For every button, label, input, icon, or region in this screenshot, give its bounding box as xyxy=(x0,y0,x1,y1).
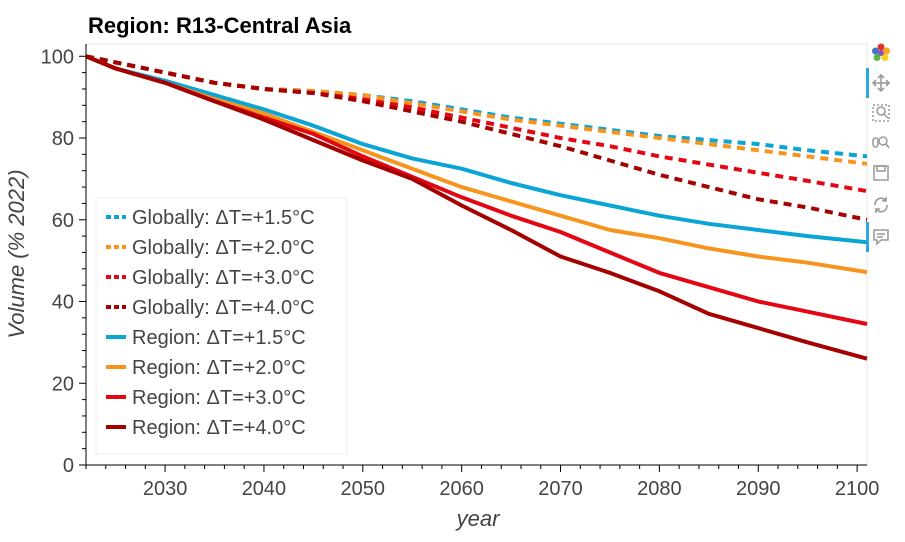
legend-label-7: Region: ΔT=+3.0°C xyxy=(132,387,306,409)
save-icon[interactable] xyxy=(870,162,892,184)
x-tick-label: 2050 xyxy=(341,478,386,500)
box-zoom-icon[interactable] xyxy=(870,102,892,124)
series-line-4 xyxy=(85,54,868,222)
y-axis-label: Volume (% 2022) xyxy=(4,169,29,338)
x-tick-label: 2040 xyxy=(242,478,287,500)
legend: Globally: ΔT=+1.5°C Globally: ΔT=+2.0°C Gl… xyxy=(95,197,348,455)
pan-active-indicator xyxy=(866,68,869,98)
series-line-8 xyxy=(85,54,868,361)
y-tick-label: 60 xyxy=(52,210,74,232)
x-axis-label: year xyxy=(455,506,501,531)
legend-label-2: Globally: ΔT=+2.0°C xyxy=(132,237,315,259)
y-tick-label: 40 xyxy=(52,292,74,314)
series-line-5 xyxy=(85,54,868,245)
legend-label-3: Globally: ΔT=+3.0°C xyxy=(132,267,315,289)
series-layer xyxy=(85,54,868,361)
x-tick-label: 2100 xyxy=(835,478,880,500)
series-line-1 xyxy=(85,54,868,159)
hover-icon[interactable] xyxy=(870,226,892,248)
y-tick-label: 0 xyxy=(63,455,74,477)
x-tick-label: 2080 xyxy=(637,478,682,500)
x-tick-label: 2030 xyxy=(143,478,188,500)
x-tick-label: 2070 xyxy=(538,478,583,500)
legend-label-5: Region: ΔT=+1.5°C xyxy=(132,327,306,349)
axes-layer: 2030 2040 2050 2060 2070 2080 2090 210002040608… xyxy=(41,44,880,500)
legend-label-4: Globally: ΔT=+4.0°C xyxy=(132,297,315,319)
legend-label-1: Globally: ΔT=+1.5°C xyxy=(132,207,315,229)
y-tick-label: 80 xyxy=(52,128,74,150)
wheel-zoom-icon[interactable] xyxy=(870,132,892,154)
x-tick-label: 2090 xyxy=(736,478,781,500)
reset-icon[interactable] xyxy=(870,194,892,216)
hover-active-indicator xyxy=(866,222,869,252)
y-tick-label: 20 xyxy=(52,373,74,395)
pan-icon[interactable] xyxy=(870,72,892,94)
bokeh-logo-icon[interactable] xyxy=(870,42,892,64)
chart-title: Region: R13-Central Asia xyxy=(88,13,352,38)
y-tick-label: 100 xyxy=(41,46,74,68)
x-tick-label: 2060 xyxy=(439,478,484,500)
legend-box xyxy=(95,197,348,455)
legend-label-8: Region: ΔT=+4.0°C xyxy=(132,417,306,439)
legend-label-6: Region: ΔT=+2.0°C xyxy=(132,357,306,379)
